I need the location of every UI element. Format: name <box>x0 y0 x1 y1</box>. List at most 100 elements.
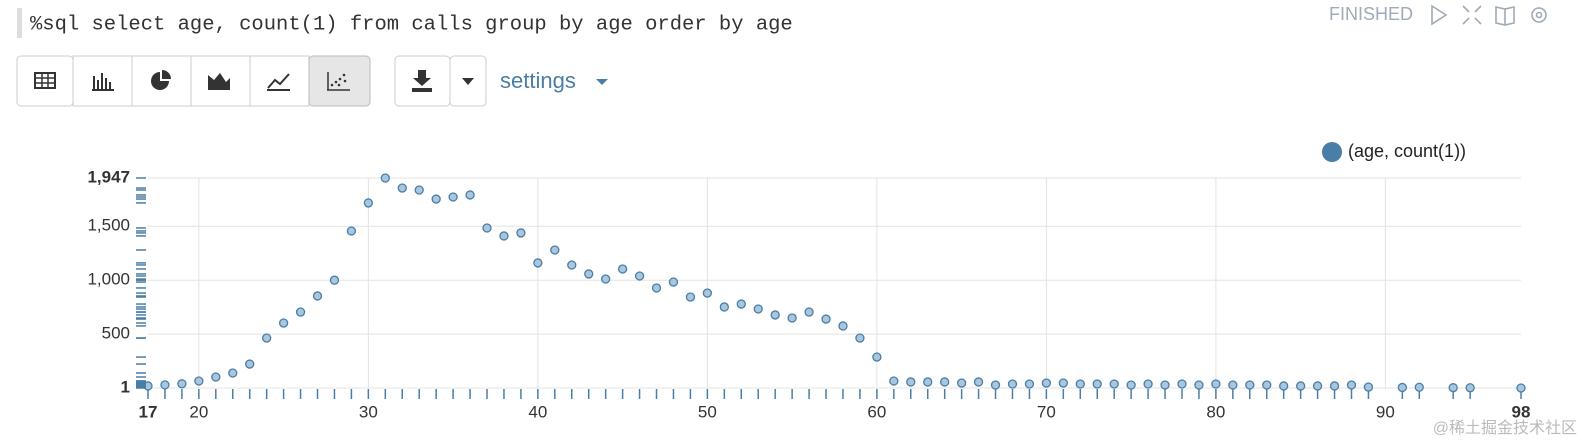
legend-label: (age, count(1)) <box>1348 141 1466 161</box>
point <box>1126 380 1136 390</box>
point <box>228 368 238 378</box>
point <box>312 291 323 301</box>
y-tick-label: 1,500 <box>87 216 130 235</box>
point <box>668 277 679 287</box>
x-tick-label: 70 <box>1037 402 1056 421</box>
point <box>1143 379 1153 389</box>
point <box>1041 378 1052 388</box>
watermark: @稀土掘金技术社区 <box>1433 419 1577 437</box>
point <box>634 271 645 281</box>
settings-gear-center <box>1535 11 1543 19</box>
point <box>770 310 780 320</box>
point <box>1262 380 1272 390</box>
point <box>855 333 865 343</box>
point <box>567 260 577 270</box>
collapse-icon[interactable] <box>1462 5 1482 25</box>
point <box>414 185 424 195</box>
x-tick-label: 20 <box>189 402 208 421</box>
caret-icon <box>462 78 474 85</box>
point <box>1363 382 1374 392</box>
point <box>363 198 374 208</box>
point <box>1160 380 1170 390</box>
point <box>736 299 746 309</box>
point <box>685 292 696 302</box>
book-icon[interactable] <box>1495 6 1515 26</box>
point <box>329 275 340 285</box>
point <box>1177 379 1187 389</box>
chart-type-buttons <box>16 55 371 107</box>
point <box>838 321 848 331</box>
x-tick-label: 90 <box>1376 402 1395 421</box>
point <box>1516 383 1526 393</box>
settings-gear[interactable] <box>1531 7 1547 23</box>
table-button[interactable] <box>16 55 74 107</box>
point <box>431 194 441 204</box>
point <box>211 372 221 382</box>
point <box>448 192 458 202</box>
point <box>262 333 272 343</box>
point <box>1414 382 1424 392</box>
point <box>278 318 289 328</box>
y-tick-label: 1 <box>121 377 130 396</box>
point <box>804 307 814 317</box>
point <box>177 379 187 389</box>
x-tick-label: 17 <box>139 402 158 421</box>
point <box>923 377 933 387</box>
point <box>160 380 170 390</box>
chart: 1 500 1,000 1,500 1,947 17 20 30 40 50 60 70 80 90 98 (… <box>87 141 1530 422</box>
point <box>702 288 713 298</box>
point <box>1058 378 1068 388</box>
point <box>601 274 611 284</box>
code-gutter <box>17 8 22 38</box>
point <box>245 359 255 369</box>
x-tick-label: 40 <box>528 402 547 421</box>
point <box>533 258 543 268</box>
point <box>1279 381 1289 391</box>
x-tick-label: 60 <box>867 402 886 421</box>
line-button[interactable] <box>249 55 310 107</box>
paragraph-controls[interactable] <box>1431 4 1547 26</box>
point <box>973 377 984 387</box>
settings-link[interactable]: settings <box>500 68 576 93</box>
status: FINISHED <box>1329 4 1413 24</box>
point <box>482 223 492 233</box>
point <box>1329 381 1340 391</box>
point <box>380 173 390 183</box>
y-tick-label: 1,000 <box>87 270 130 289</box>
point <box>940 377 950 387</box>
point <box>821 314 831 324</box>
point <box>872 352 882 362</box>
code-line[interactable]: %sql select age, count(1) from calls gro… <box>30 13 793 36</box>
point <box>584 269 594 279</box>
point <box>956 378 967 388</box>
point <box>499 231 509 241</box>
point <box>906 377 916 387</box>
settings-caret <box>596 79 608 85</box>
point <box>346 226 357 236</box>
point <box>1228 380 1238 390</box>
x-tick-label: 30 <box>359 402 378 421</box>
point <box>1024 379 1035 389</box>
run-icon[interactable] <box>1431 4 1448 26</box>
point <box>194 376 204 386</box>
point <box>1007 379 1018 389</box>
point <box>1245 380 1255 390</box>
point <box>550 245 560 255</box>
download-icon <box>412 70 432 92</box>
point <box>516 228 526 238</box>
point <box>651 283 662 293</box>
x-tick-label: 50 <box>698 402 717 421</box>
y-tick-label: 500 <box>102 324 130 343</box>
point <box>1295 381 1306 391</box>
point <box>719 302 729 312</box>
y-tick-label: 1,947 <box>87 167 130 186</box>
scatter-button[interactable] <box>308 55 371 107</box>
point <box>1397 382 1407 393</box>
point <box>889 376 899 386</box>
point <box>1346 380 1357 390</box>
point <box>1448 383 1458 393</box>
point <box>1211 379 1221 389</box>
point <box>1312 381 1323 391</box>
